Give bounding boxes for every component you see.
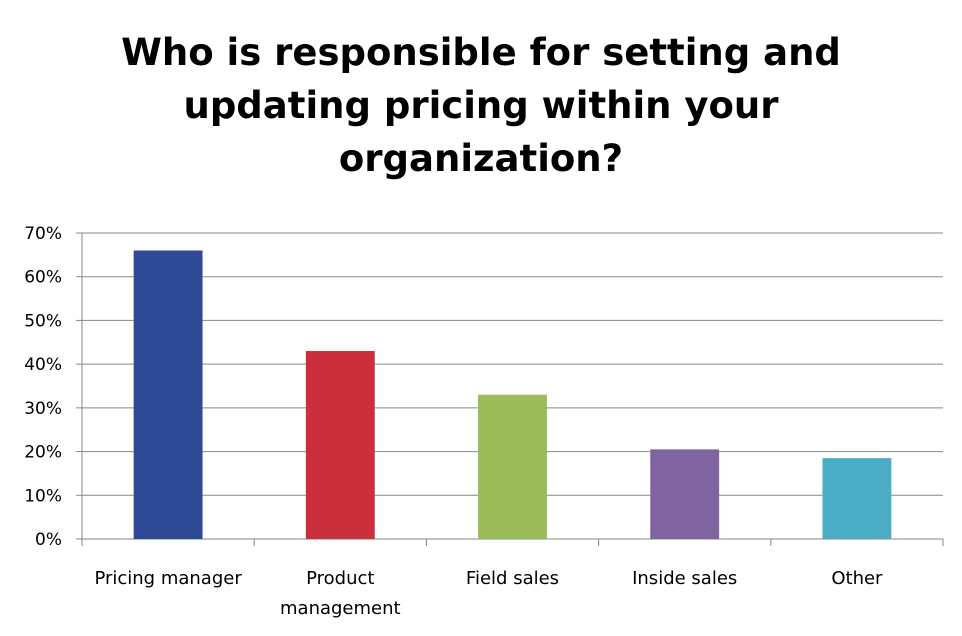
y-tick-label: 50%: [24, 311, 62, 331]
y-tick-label: 20%: [24, 443, 62, 463]
bar: [305, 351, 375, 539]
y-tick-label: 40%: [24, 355, 62, 375]
chart-title-line-2: updating pricing within your: [183, 84, 779, 127]
bar: [133, 250, 203, 539]
y-tick-label: 0%: [35, 530, 62, 550]
bar: [478, 394, 547, 539]
x-category-label: Other: [831, 568, 883, 589]
bar: [822, 458, 892, 539]
chart-title: Who is responsible for setting and updat…: [0, 26, 962, 185]
x-category-label: Pricing manager: [94, 568, 242, 589]
bar: [650, 449, 720, 539]
chart-title-line-3: organization?: [338, 137, 624, 180]
y-tick-label: 60%: [24, 268, 62, 288]
x-category-label: Inside sales: [632, 568, 737, 589]
x-category-label: Product: [306, 568, 374, 589]
x-category-label: Field sales: [466, 568, 559, 589]
x-category-label: management: [280, 598, 401, 619]
y-tick-label: 10%: [24, 486, 62, 506]
chart-title-line-1: Who is responsible for setting and: [121, 31, 841, 74]
y-tick-label: 30%: [24, 399, 62, 419]
y-tick-label: 70%: [24, 224, 62, 244]
